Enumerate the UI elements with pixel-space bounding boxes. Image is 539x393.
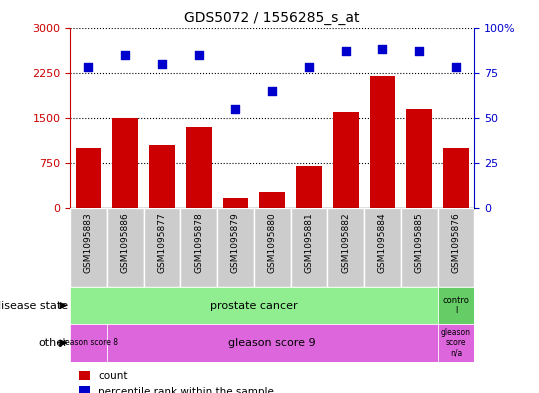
Bar (186, 127, 211, 208)
Text: GSM1095876: GSM1095876 (452, 212, 460, 273)
Bar (217, 208, 254, 287)
Text: gleason score 8: gleason score 8 (58, 338, 119, 347)
Bar (70, 208, 107, 287)
Bar (112, 118, 138, 208)
Bar (223, 198, 248, 208)
Bar (443, 148, 469, 208)
Text: contro
l: contro l (443, 296, 469, 315)
Bar (107, 324, 438, 362)
Text: GSM1095883: GSM1095883 (84, 212, 93, 273)
Point (157, 61, 166, 67)
Bar (75, 148, 101, 208)
Point (195, 51, 203, 58)
Text: GSM1095885: GSM1095885 (414, 212, 424, 273)
Bar (296, 166, 322, 208)
Bar (181, 208, 217, 287)
Point (268, 88, 277, 94)
Text: GSM1095886: GSM1095886 (121, 212, 130, 273)
Point (231, 106, 240, 112)
Bar (438, 324, 474, 362)
Point (452, 64, 460, 70)
Bar (364, 208, 401, 287)
Bar (438, 287, 474, 324)
Text: gleason score 9: gleason score 9 (229, 338, 316, 348)
Text: disease state: disease state (0, 301, 68, 310)
Bar (291, 208, 327, 287)
Title: GDS5072 / 1556285_s_at: GDS5072 / 1556285_s_at (184, 11, 360, 25)
Point (415, 48, 424, 54)
Text: GSM1095878: GSM1095878 (194, 212, 203, 273)
Text: other: other (38, 338, 68, 348)
Point (378, 46, 387, 52)
Legend: count, percentile rank within the sample: count, percentile rank within the sample (75, 367, 278, 393)
Text: GSM1095884: GSM1095884 (378, 212, 387, 273)
Bar (406, 109, 432, 208)
Bar (259, 192, 285, 208)
Text: GSM1095879: GSM1095879 (231, 212, 240, 273)
Bar (254, 208, 291, 287)
Bar (70, 324, 107, 362)
Text: prostate cancer: prostate cancer (210, 301, 298, 310)
Text: gleason
score
n/a: gleason score n/a (441, 328, 471, 358)
Bar (438, 208, 474, 287)
Text: GSM1095877: GSM1095877 (157, 212, 167, 273)
Bar (143, 208, 181, 287)
Bar (401, 208, 438, 287)
Point (305, 64, 313, 70)
Text: GSM1095880: GSM1095880 (268, 212, 277, 273)
Point (121, 51, 129, 58)
Text: GSM1095881: GSM1095881 (305, 212, 314, 273)
Bar (107, 208, 143, 287)
Bar (327, 208, 364, 287)
Bar (149, 145, 175, 208)
Point (84, 64, 93, 70)
Text: GSM1095882: GSM1095882 (341, 212, 350, 273)
Point (341, 48, 350, 54)
Bar (370, 76, 395, 208)
Bar (333, 112, 358, 208)
